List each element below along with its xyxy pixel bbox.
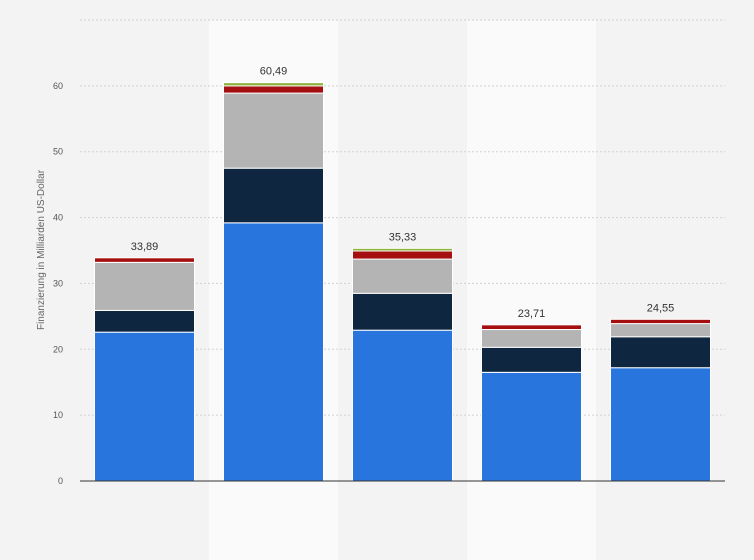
bar-total-label: 24,55 [647, 302, 675, 314]
bar-segment-series-1 [223, 222, 324, 482]
y-tick-label: 0 [58, 476, 63, 486]
y-tick-label: 60 [53, 81, 63, 91]
bar-segment-series-3 [610, 323, 711, 338]
y-axis-title: Finanzierung in Milliarden US-Dollar [36, 169, 47, 330]
y-tick-label: 30 [53, 278, 63, 288]
bar-segment-series-5 [352, 247, 453, 252]
bar-segment-series-2 [223, 167, 324, 224]
bar-segment-series-3 [94, 261, 195, 311]
bar-segment-series-5 [223, 82, 324, 87]
y-tick-label: 10 [53, 410, 63, 420]
bar-segment-series-1 [481, 371, 582, 482]
bar-total-label: 33,89 [131, 241, 159, 253]
bar-segment-series-3 [352, 258, 453, 294]
bar-segment-series-3 [481, 329, 582, 348]
bar-total-label: 60,49 [260, 66, 288, 78]
bar-segment-series-1 [352, 329, 453, 482]
bar-total-label: 23,71 [518, 308, 546, 320]
bar-segment-series-1 [94, 331, 195, 482]
bar-segment-series-4 [94, 257, 195, 263]
bar-segment-series-2 [94, 309, 195, 333]
bar-segment-series-1 [610, 367, 711, 482]
bar-segment-series-2 [610, 336, 711, 369]
y-tick-label: 40 [53, 213, 63, 223]
bar-total-label: 35,33 [389, 231, 417, 243]
y-tick-label: 50 [53, 147, 63, 157]
bar-segment-series-2 [352, 292, 453, 331]
bar-segment-series-4 [352, 250, 453, 260]
bar-segment-series-2 [481, 346, 582, 373]
bar-segment-series-4 [223, 85, 324, 94]
bar-segment-series-4 [610, 318, 711, 325]
y-tick-label: 20 [53, 344, 63, 354]
bar-segment-series-4 [481, 324, 582, 331]
bar-segment-series-3 [223, 92, 324, 169]
